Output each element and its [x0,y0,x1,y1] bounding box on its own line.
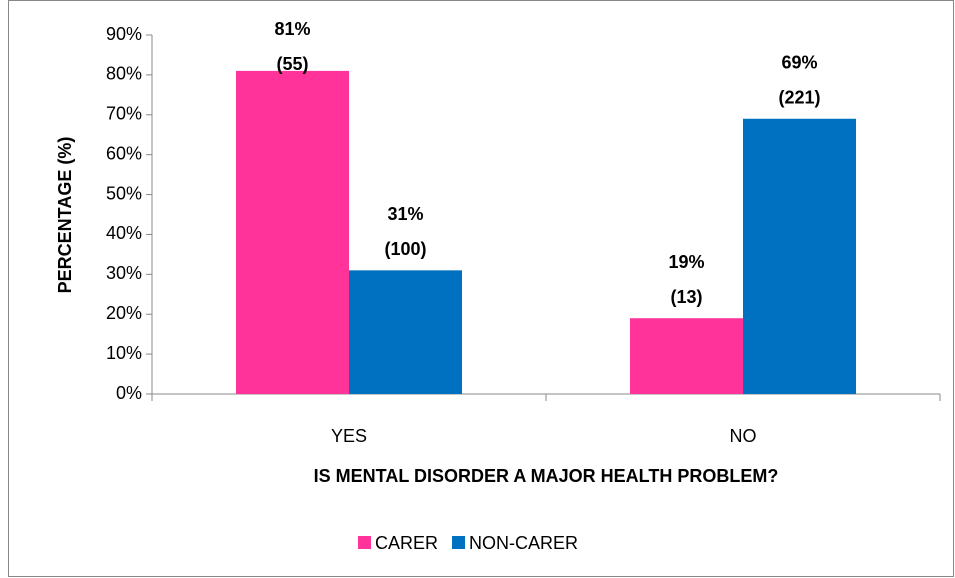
y-tick-label: 60% [106,143,142,163]
y-tick-label: 90% [106,24,142,44]
count-label: (55) [276,54,308,74]
bar [349,270,462,394]
y-tick-label: 50% [106,183,142,203]
y-tick-label: 70% [106,104,142,124]
y-axis-label: PERCENTAGE (%) [55,137,75,294]
count-label: (100) [384,239,426,259]
legend-label: NON-CARER [469,533,578,553]
data-label: 81% [274,19,310,39]
legend-swatch [358,536,371,549]
count-label: (221) [778,88,820,108]
y-tick-label: 30% [106,263,142,283]
legend-swatch [452,536,466,549]
data-label: 31% [387,204,423,224]
y-tick-label: 20% [106,303,142,323]
count-label: (13) [670,287,702,307]
x-tick-label: NO [730,426,757,446]
data-label: 69% [781,53,817,73]
x-axis-label: IS MENTAL DISORDER A MAJOR HEALTH PROBLE… [314,466,779,486]
x-tick-label: YES [331,426,367,446]
y-tick-label: 80% [106,64,142,84]
y-tick-label: 40% [106,223,142,243]
bar [236,70,349,395]
bar [630,318,743,394]
bar [743,118,856,395]
data-label: 19% [668,252,704,272]
y-tick-label: 10% [106,343,142,363]
legend-label: CARER [375,533,438,553]
y-tick-label: 0% [116,383,142,403]
